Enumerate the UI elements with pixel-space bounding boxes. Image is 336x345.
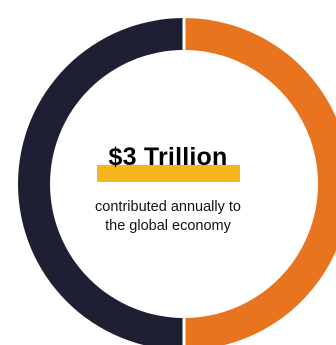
donut-slice-left: [18, 18, 184, 345]
headline-value: $3 Trillion: [108, 143, 228, 171]
headline-caption: contributed annually to the global econo…: [0, 198, 336, 236]
donut-slices: [18, 17, 336, 345]
caption-line-2: the global economy: [105, 218, 231, 234]
donut-slice-right: [184, 18, 336, 345]
headline-highlight: [97, 165, 240, 182]
caption-line-1: contributed annually to: [95, 199, 241, 215]
